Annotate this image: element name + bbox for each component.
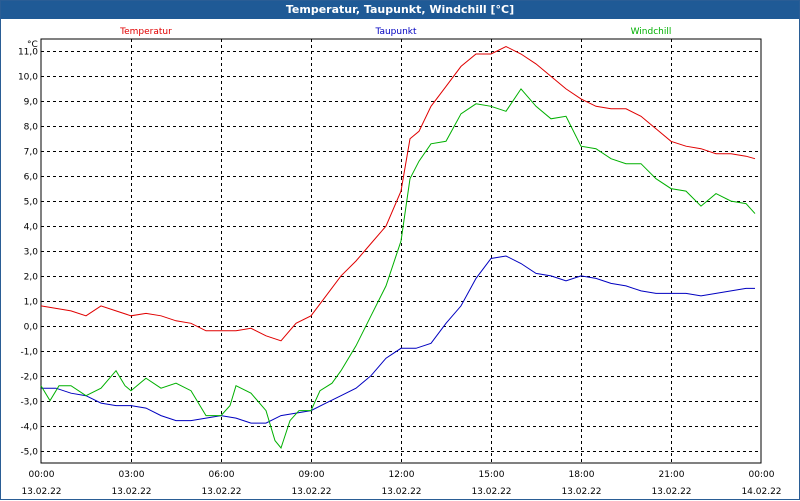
y-axis-unit-label: °C xyxy=(27,40,38,50)
y-tick-label: -3,0 xyxy=(20,398,38,408)
x-tick-date-label: 13.02.22 xyxy=(471,487,511,497)
y-tick-label: -1,0 xyxy=(20,348,38,358)
y-tick-label: 11,0 xyxy=(18,48,38,58)
x-tick-time-label: 06:00 xyxy=(209,470,235,480)
x-tick-date-label: 13.02.22 xyxy=(561,487,601,497)
y-tick-label: 8,0 xyxy=(24,123,39,133)
x-tick-time-label: 09:00 xyxy=(299,470,325,480)
x-tick-time-label: 21:00 xyxy=(659,470,685,480)
series-line-temperatur xyxy=(40,45,756,342)
y-tick-label: -5,0 xyxy=(20,448,38,458)
x-tick-time-label: 12:00 xyxy=(389,470,415,480)
x-tick-time-label: 03:00 xyxy=(119,470,145,480)
y-tick-label: 1,0 xyxy=(24,298,39,308)
series-line-windchill xyxy=(40,88,756,450)
y-tick-label: 7,0 xyxy=(24,148,39,158)
y-tick-label: 5,0 xyxy=(24,198,39,208)
y-tick-label: 3,0 xyxy=(24,248,39,258)
legend-entry-windchill: Windchill xyxy=(631,27,672,37)
x-tick-date-label: 13.02.22 xyxy=(111,487,151,497)
series-line-taupunkt xyxy=(41,255,755,424)
x-tick-time-label: 18:00 xyxy=(569,470,595,480)
y-tick-label: 2,0 xyxy=(24,273,39,283)
x-tick-date-label: 13.02.22 xyxy=(21,487,61,497)
window-title: Temperatur, Taupunkt, Windchill [°C] xyxy=(1,1,799,19)
y-tick-label: 10,0 xyxy=(18,73,38,83)
x-tick-date-label: 13.02.22 xyxy=(291,487,331,497)
x-tick-date-label: 14.02.22 xyxy=(741,487,781,497)
x-tick-time-label: 00:00 xyxy=(29,470,55,480)
y-tick-label: -2,0 xyxy=(20,373,38,383)
y-tick-label: 4,0 xyxy=(24,223,39,233)
y-tick-label: -4,0 xyxy=(20,423,38,433)
x-tick-time-label: 15:00 xyxy=(479,470,505,480)
y-tick-label: 9,0 xyxy=(24,98,39,108)
x-tick-date-label: 13.02.22 xyxy=(651,487,691,497)
y-tick-label: 0,0 xyxy=(24,323,39,333)
x-tick-time-label: 00:00 xyxy=(749,470,775,480)
legend-entry-taupunkt: Taupunkt xyxy=(374,27,417,37)
legend-entry-temperatur: Temperatur xyxy=(119,27,172,37)
x-tick-date-label: 13.02.22 xyxy=(201,487,241,497)
x-tick-date-label: 13.02.22 xyxy=(381,487,421,497)
y-tick-label: 6,0 xyxy=(24,173,39,183)
